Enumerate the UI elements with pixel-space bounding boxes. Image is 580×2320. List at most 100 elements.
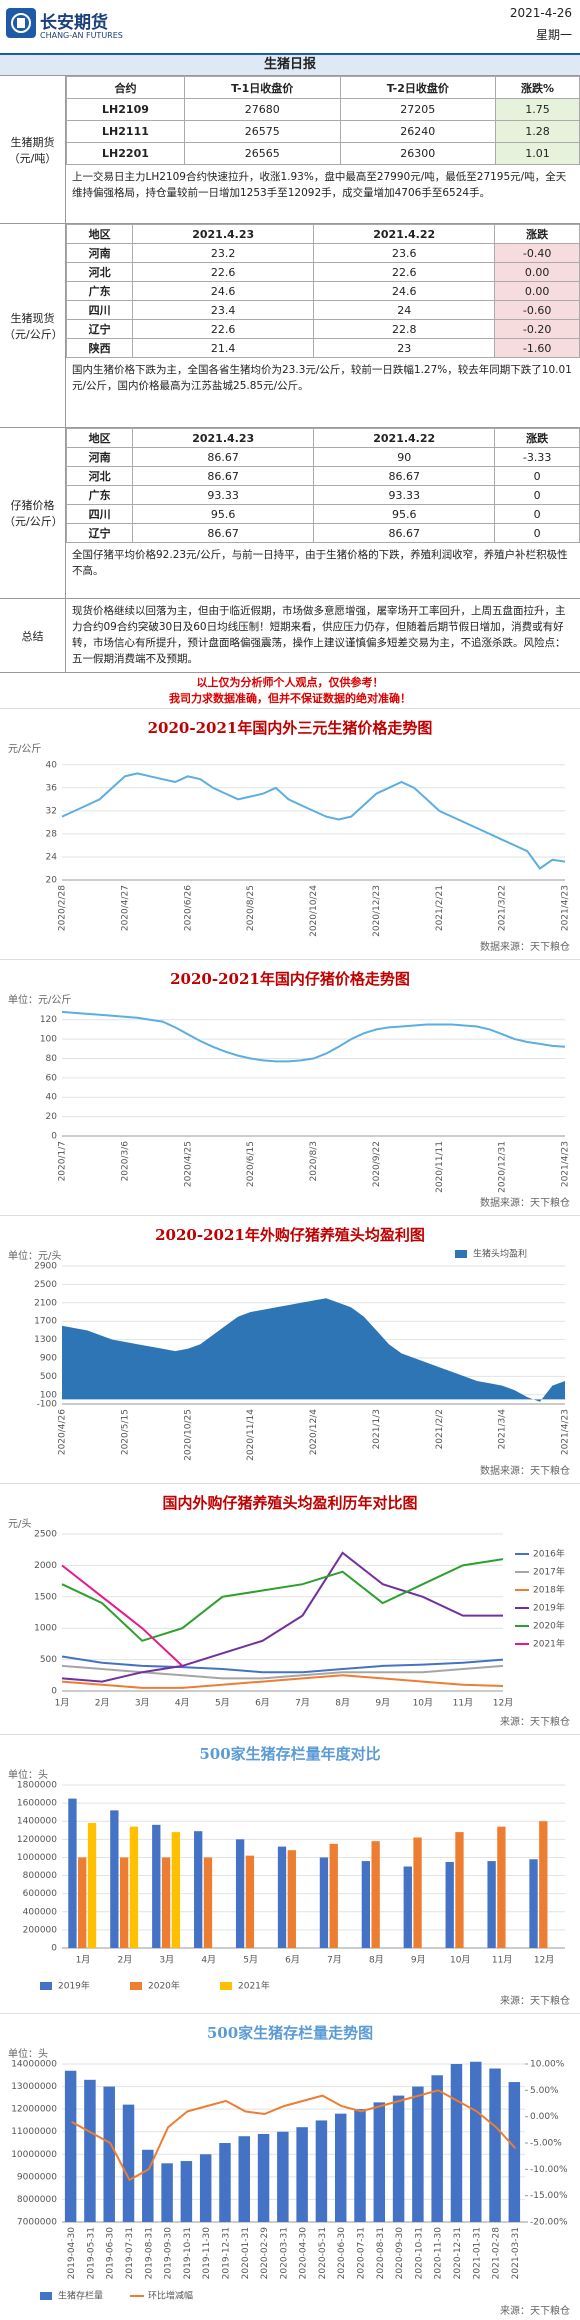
bar [315, 2120, 328, 2222]
bar [110, 1810, 119, 1948]
table-cell: 河南 [65, 447, 134, 467]
y-tick-label: 120 [40, 1015, 57, 1025]
bar [161, 1857, 171, 1948]
y-tick-label: 200000 [23, 1925, 58, 1935]
bar [529, 1859, 538, 1948]
table-cell: 22.6 [313, 262, 496, 282]
table-cell: 河北 [65, 262, 134, 282]
y-tick-label: 500 [40, 1372, 57, 1382]
x-tick-label: 12月 [534, 1955, 554, 1966]
y-tick-label: 1000 [34, 1624, 57, 1634]
x-tick-label: 2020/8/3 [309, 1141, 319, 1181]
x-tick-label: 2020/12/31 [498, 1141, 508, 1193]
x-tick-label: 2019-07-31 [125, 2227, 135, 2279]
bar [161, 2163, 173, 2222]
bar [296, 2127, 308, 2222]
table-cell: 26240 [339, 120, 497, 143]
y-tick-label: 900 [40, 1354, 57, 1364]
piglet-section: 仔猪价格（元/公斤） 地区 2021.4.23 2021.4.22 涨跌 河南 86.67… [0, 428, 580, 599]
table-cell: 93.33 [313, 485, 496, 505]
bar [119, 1857, 129, 1948]
legend-label: 2021年 [238, 1980, 270, 1992]
change-cell: -3.33 [494, 447, 580, 467]
line [61, 1551, 503, 1683]
line [61, 772, 566, 870]
x-tick-label: 2020-10-31 [414, 2227, 424, 2279]
x-tick-label: 2020/11/11 [435, 1141, 445, 1193]
company-name: 长安期货 [40, 13, 108, 33]
bar [238, 2136, 250, 2222]
bar [455, 1832, 464, 1948]
table-cell: 广东 [65, 281, 134, 301]
bar [277, 2131, 289, 2222]
company-en: CHANG-AN FUTURES [40, 31, 123, 40]
futures-table: 合约 T-1日收盘价 T-2日收盘价 涨跌% LH2109 27680 27205 1.75 L… [66, 76, 580, 165]
column-header: 涨跌 [494, 224, 580, 244]
source-label: 来源：天下粮仓 [500, 1994, 570, 2007]
column-header: 涨跌 [494, 428, 580, 448]
chart-title: 500家生猪存栏量走势图 [207, 2024, 373, 2042]
line [61, 1664, 504, 1680]
disclaimer: 以上仅为分析师个人观点，仅供参考！ 我司力求数据准确，但并不保证数据的绝对准确！ [0, 673, 580, 708]
y-tick-label: 1000000 [17, 1853, 57, 1863]
bar [199, 2154, 212, 2222]
y-tick-label: 1800000 [17, 1781, 57, 1791]
bar [489, 2068, 501, 2222]
chart-title: 500家生猪存栏量年度对比 [199, 1745, 380, 1763]
x-tick-label: 1月 [55, 1698, 70, 1709]
table-cell: 23.4 [132, 300, 315, 320]
table-cell: 四川 [65, 300, 134, 320]
change-cell: 0.00 [494, 281, 580, 301]
weekday: 星期一 [535, 28, 572, 42]
legend-label: 环比增减幅 [148, 2290, 193, 2302]
x-tick-label: 2019-05-31 [86, 2227, 96, 2279]
table-row: 广东 93.33 93.33 0 [65, 485, 580, 505]
table-cell: 辽宁 [65, 523, 134, 543]
x-tick-label: 2020/12/4 [309, 1409, 319, 1455]
legend-swatch [40, 2292, 52, 2300]
disclaimer-line: 以上仅为分析师个人观点，仅供参考！ [196, 676, 384, 689]
piglet-table: 地区 2021.4.23 2021.4.22 涨跌 河南 86.67 90 -3.33 河北 86… [65, 428, 580, 543]
y-tick-label: 2000 [34, 1561, 57, 1571]
unit-label: 单位：头 [8, 1768, 48, 1781]
piglet-note: 全国仔猪平均价格92.23元/公斤，与前一日持平，由于生猪价格的下跌，养殖利润收… [72, 549, 568, 577]
x-tick-label: 2020/6/26 [183, 885, 193, 931]
table-cell: 27680 [183, 98, 341, 121]
header-row: 地区 2021.4.23 2021.4.22 涨跌 [65, 428, 580, 448]
futures-section: 生猪期货（元/吨） 合约 T-1日收盘价 T-2日收盘价 涨跌% LH2109 27680… [0, 76, 580, 224]
y-tick-label: 12000000 [11, 2105, 57, 2115]
y-tick-label: 400000 [23, 1907, 58, 1917]
bar [431, 2075, 443, 2222]
y-tick-label: 20 [46, 1112, 58, 1122]
x-tick-label: 2019-09-30 [164, 2227, 174, 2280]
x-tick-label: 2019-04-30 [67, 2227, 77, 2280]
y-tick-label: 36 [46, 783, 58, 793]
change-cell: 0 [494, 485, 580, 505]
table-row: 四川 23.4 24 -0.60 [65, 300, 580, 320]
x-tick-label: 2019-06-30 [106, 2227, 116, 2280]
column-header: T-2日收盘价 [339, 76, 497, 99]
y-tick-label: 0 [51, 1944, 57, 1954]
line [61, 1655, 504, 1674]
unit-label: 元/头 [8, 1518, 31, 1530]
x-tick-label: 2020/3/6 [120, 1141, 130, 1182]
legend-label: 2020年 [148, 1980, 180, 1992]
y-tick-label: 5.00% [530, 2086, 559, 2096]
y-tick-label: 0 [51, 1687, 57, 1697]
legend-label: 生猪头均盈利 [473, 1248, 527, 1260]
y-tick-label: 100 [40, 1390, 57, 1400]
section-label: 总结 [0, 599, 66, 672]
futures-note: 上一交易日主力LH2109合约快速拉升，收涨1.93%，盘中最高至27990元/… [72, 171, 567, 199]
y-tick-label: 1600000 [17, 1799, 57, 1809]
bar [78, 1857, 87, 1948]
chart-title: 2020-2021年外购仔猪养殖头均盈利图 [155, 1226, 425, 1244]
table-cell: 26575 [183, 120, 341, 143]
bar [219, 2143, 231, 2222]
table-cell: 86.67 [313, 523, 496, 543]
bar [103, 2086, 115, 2222]
x-tick-label: 2020-03-31 [279, 2227, 289, 2279]
header: 长安期货 CHANG-AN FUTURES 2021-4-26 星期一 [0, 0, 580, 55]
x-tick-label: 6月 [255, 1698, 270, 1709]
source-label: 数据来源：天下粮仓 [480, 1464, 570, 1477]
change-cell: 0 [494, 523, 580, 543]
